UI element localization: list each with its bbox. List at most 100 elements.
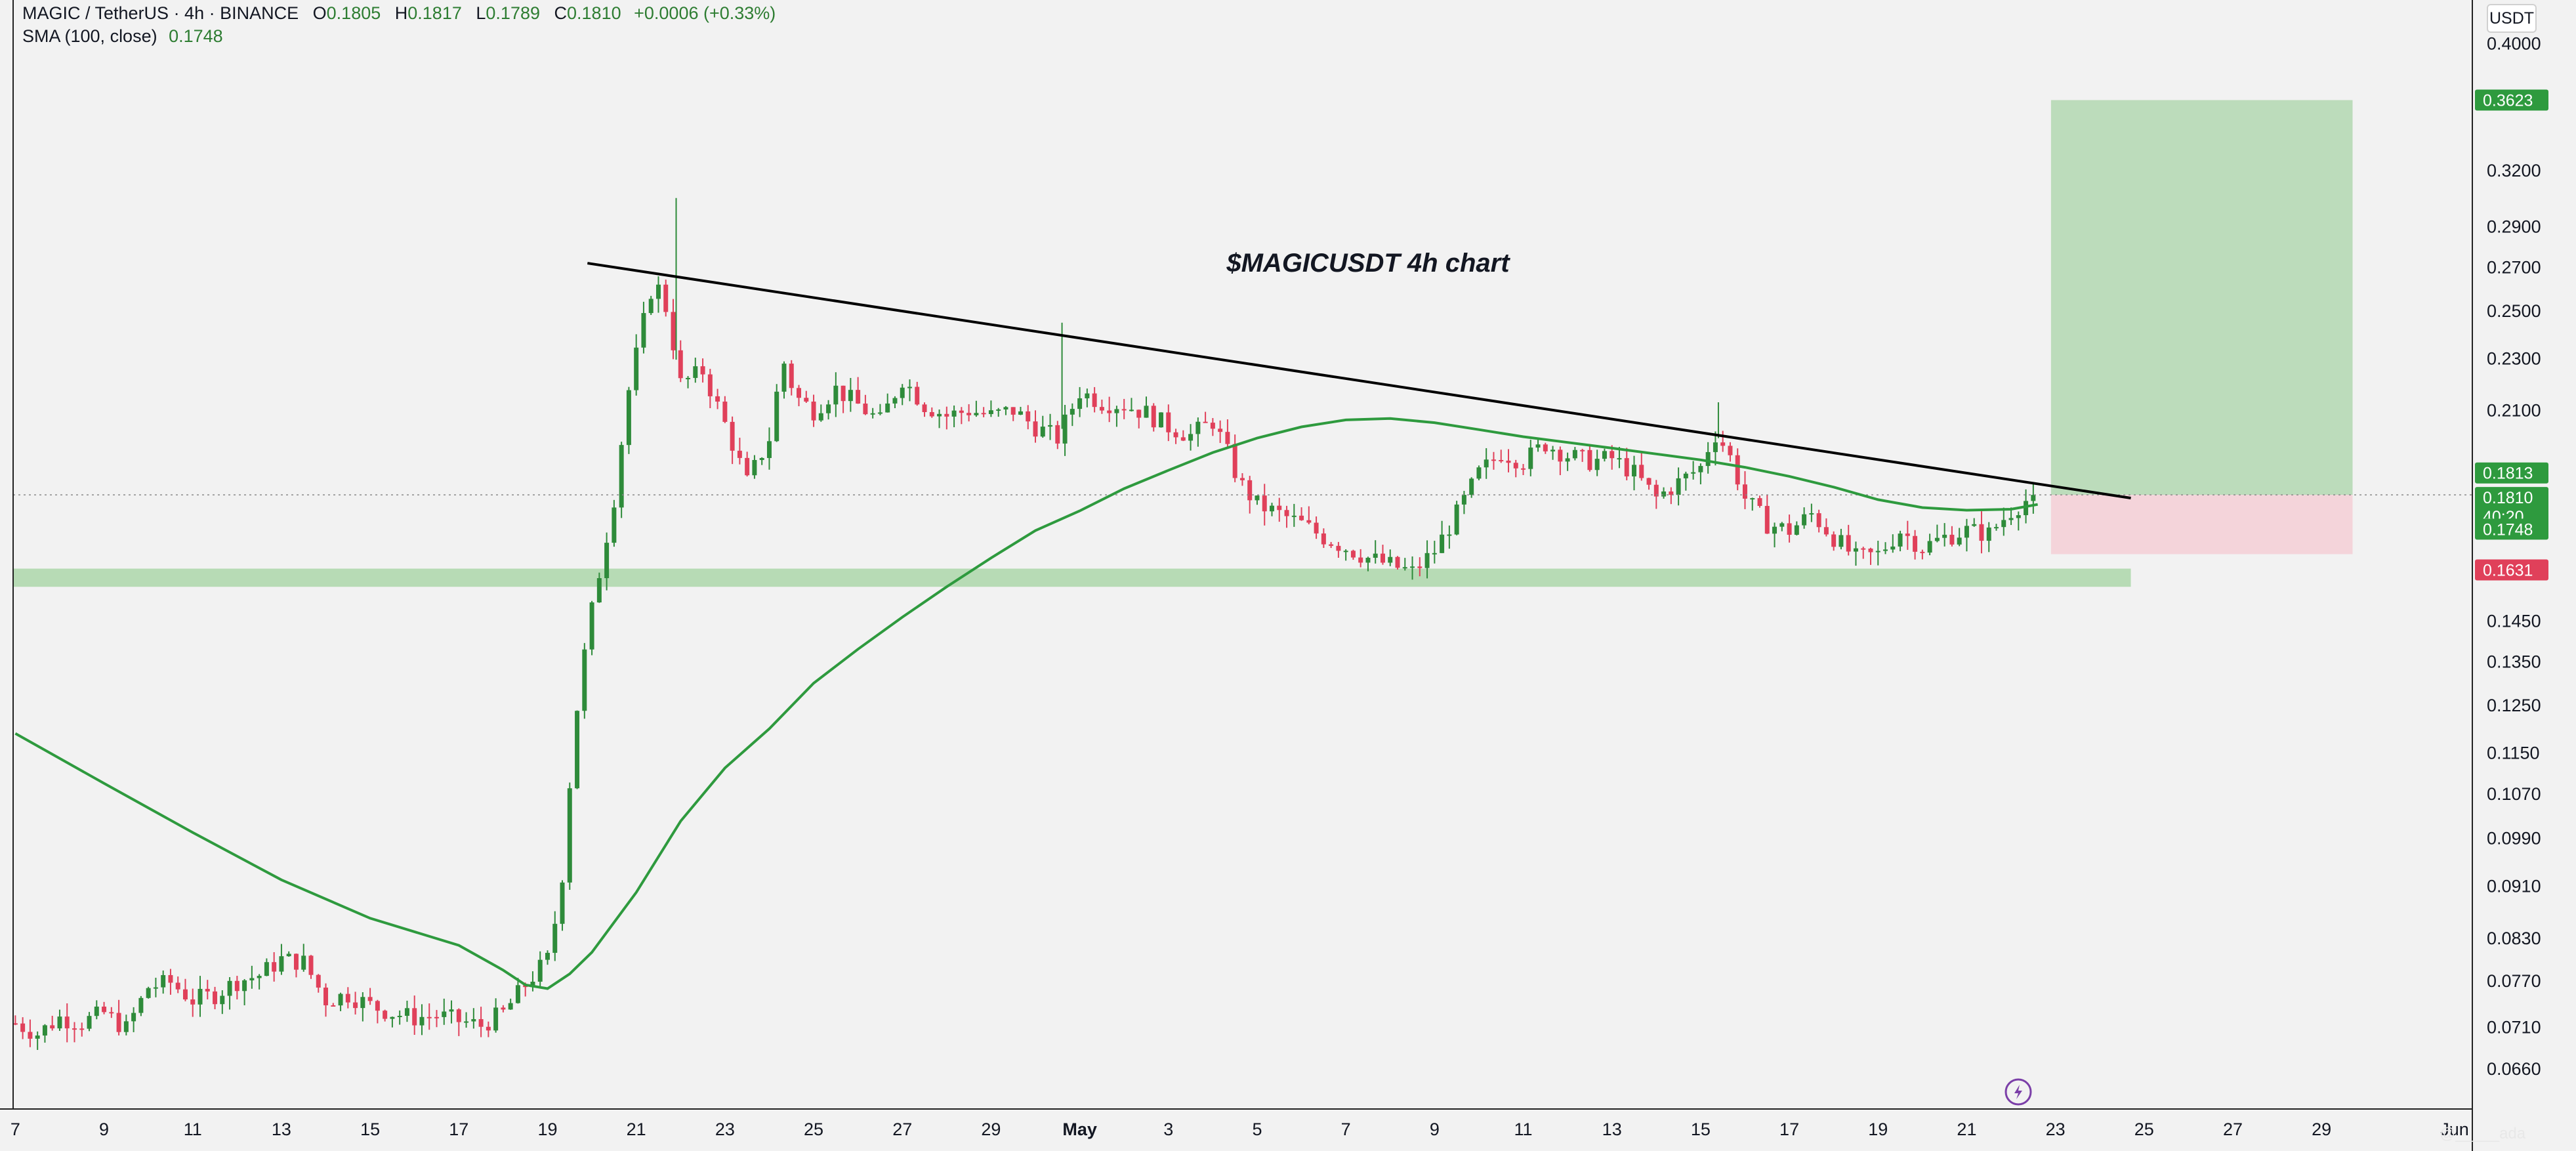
candle-body: [79, 1028, 85, 1030]
candle-body: [575, 711, 580, 789]
candle-body: [338, 994, 343, 1006]
symbol-line[interactable]: MAGIC / TetherUS · 4h · BINANCE: [22, 3, 299, 23]
candle-body: [560, 882, 565, 924]
candle-body: [1816, 513, 1821, 528]
candle-body: [345, 994, 350, 1003]
candle-body: [1048, 425, 1053, 427]
candle-body: [1823, 527, 1829, 535]
price-badge-value: 0.3623: [2483, 92, 2533, 110]
y-tick-label: 0.1450: [2487, 611, 2541, 631]
candle-body: [552, 923, 558, 953]
candle-body: [996, 409, 1001, 411]
candle-body: [227, 980, 232, 996]
candle-body: [1350, 551, 1356, 558]
y-tick-label: 0.0710: [2487, 1017, 2541, 1037]
lightning-icon[interactable]: [2005, 1078, 2032, 1106]
candle-body: [153, 987, 158, 989]
x-tick-label: 15: [1691, 1120, 1711, 1139]
candle-body: [1661, 491, 1667, 497]
high-value: 0.1817: [407, 3, 462, 23]
candle-body: [1728, 446, 1733, 455]
candle-body: [1846, 535, 1851, 552]
candle-body: [242, 980, 247, 992]
candle-body: [508, 1003, 513, 1010]
candle-body: [123, 1021, 129, 1032]
candle-body: [1262, 495, 1267, 512]
candle-body: [308, 955, 314, 975]
candle-body: [1794, 525, 1799, 535]
candle-body: [1543, 444, 1548, 451]
candle-body: [1365, 558, 1371, 563]
candle-body: [2008, 518, 2014, 520]
candle-body: [1779, 523, 1785, 527]
candle-body: [1114, 409, 1119, 413]
candle-body: [707, 374, 713, 396]
candle-body: [1440, 534, 1445, 553]
candle-body: [781, 364, 787, 392]
candle-body: [1669, 491, 1674, 495]
candle-body: [1934, 537, 1940, 541]
candle-body: [1831, 534, 1837, 547]
descending-trendline: [587, 262, 2131, 499]
candle-body: [367, 997, 373, 1001]
candle-body: [257, 976, 262, 978]
candle-body: [981, 413, 986, 415]
candle-body: [1092, 393, 1097, 408]
y-tick-label: 0.3200: [2487, 161, 2541, 180]
price-badge: [2475, 559, 2548, 581]
candle-body: [730, 421, 735, 451]
candle-body: [234, 980, 239, 992]
candle-body: [1639, 465, 1644, 478]
candle-body: [1055, 425, 1060, 444]
candle-body: [1218, 429, 1223, 432]
candle-body: [1306, 520, 1312, 523]
symbol-header: MAGIC / TetherUS · 4h · BINANCE O0.1805 …: [22, 3, 776, 24]
candle-body: [12, 1023, 18, 1025]
currency-unit-button[interactable]: USDT: [2487, 4, 2537, 33]
candle-body: [1026, 411, 1031, 422]
candle-body: [1107, 410, 1112, 413]
candle-body: [182, 989, 188, 999]
y-tick-label: 0.0910: [2487, 876, 2541, 896]
candle-body: [789, 364, 794, 388]
candle-body: [715, 396, 720, 402]
candle-body: [966, 413, 972, 415]
candle-body: [57, 1016, 62, 1029]
support-zone: [13, 568, 2131, 587]
candle-body: [582, 649, 587, 711]
candle-body: [471, 1019, 476, 1022]
candle-body: [1247, 480, 1253, 501]
candle-body: [1572, 450, 1577, 459]
candle-body: [722, 401, 728, 422]
candle-body: [1299, 515, 1304, 520]
candle-body: [1713, 442, 1718, 452]
candle-body: [604, 543, 610, 579]
candle-body: [1735, 455, 1740, 485]
candle-body: [1136, 409, 1142, 418]
price-badge: [2475, 89, 2548, 111]
candle-body: [1705, 451, 1711, 467]
candle-body: [1424, 553, 1430, 568]
candle-body: [1646, 478, 1652, 485]
sma-legend[interactable]: SMA (100, close) 0.1748: [22, 26, 223, 47]
y-tick-label: 0.0830: [2487, 929, 2541, 948]
candle-body: [102, 1006, 107, 1013]
candle-body: [1602, 451, 1607, 459]
x-tick-label: May: [1062, 1120, 1097, 1139]
candle-body: [1676, 478, 1681, 495]
candle-body: [138, 997, 144, 1013]
x-tick-label: 5: [1252, 1120, 1262, 1139]
y-tick-label: 0.0770: [2487, 971, 2541, 991]
candle-body: [360, 997, 365, 1009]
price-badge-value: 0.1813: [2483, 465, 2533, 483]
watermark-text: @_____ada: [2440, 1125, 2526, 1142]
candle-body: [264, 962, 269, 976]
sma-value: 0.1748: [169, 26, 223, 46]
candle-body: [1691, 472, 1696, 474]
low-label: L: [476, 3, 486, 23]
candle-body: [146, 988, 151, 998]
candle-body: [331, 1005, 336, 1007]
candle-body: [1277, 505, 1282, 511]
candle-body: [937, 413, 942, 417]
